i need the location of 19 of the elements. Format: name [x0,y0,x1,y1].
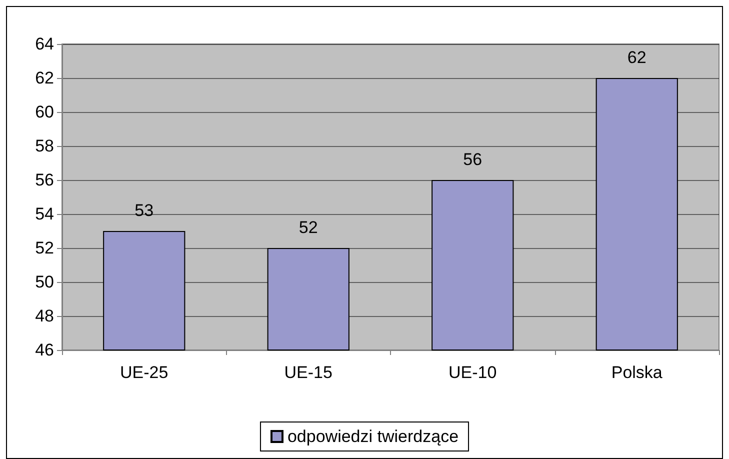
y-tick-label: 60 [35,102,54,122]
y-tick-label: 56 [35,170,54,190]
data-label: 62 [627,48,646,67]
y-tick-label: 50 [35,272,54,292]
legend-label: odpowiedzi twierdzące [287,427,459,446]
y-tick-label: 64 [35,34,54,54]
y-tick-label: 46 [35,340,54,360]
y-tick-label: 52 [35,238,54,258]
data-label: 52 [298,218,318,237]
y-tick-label: 48 [35,306,54,326]
data-label: 56 [463,150,482,169]
x-tick-label: UE-25 [120,363,168,382]
x-tick-label: UE-10 [448,363,497,382]
y-tick-label: 58 [35,136,54,156]
x-tick-label: UE-15 [284,363,332,382]
y-tick-label: 62 [35,68,54,88]
data-label: 53 [134,201,154,220]
y-tick-label: 54 [35,204,54,224]
x-tick-label: Polska [611,363,663,382]
